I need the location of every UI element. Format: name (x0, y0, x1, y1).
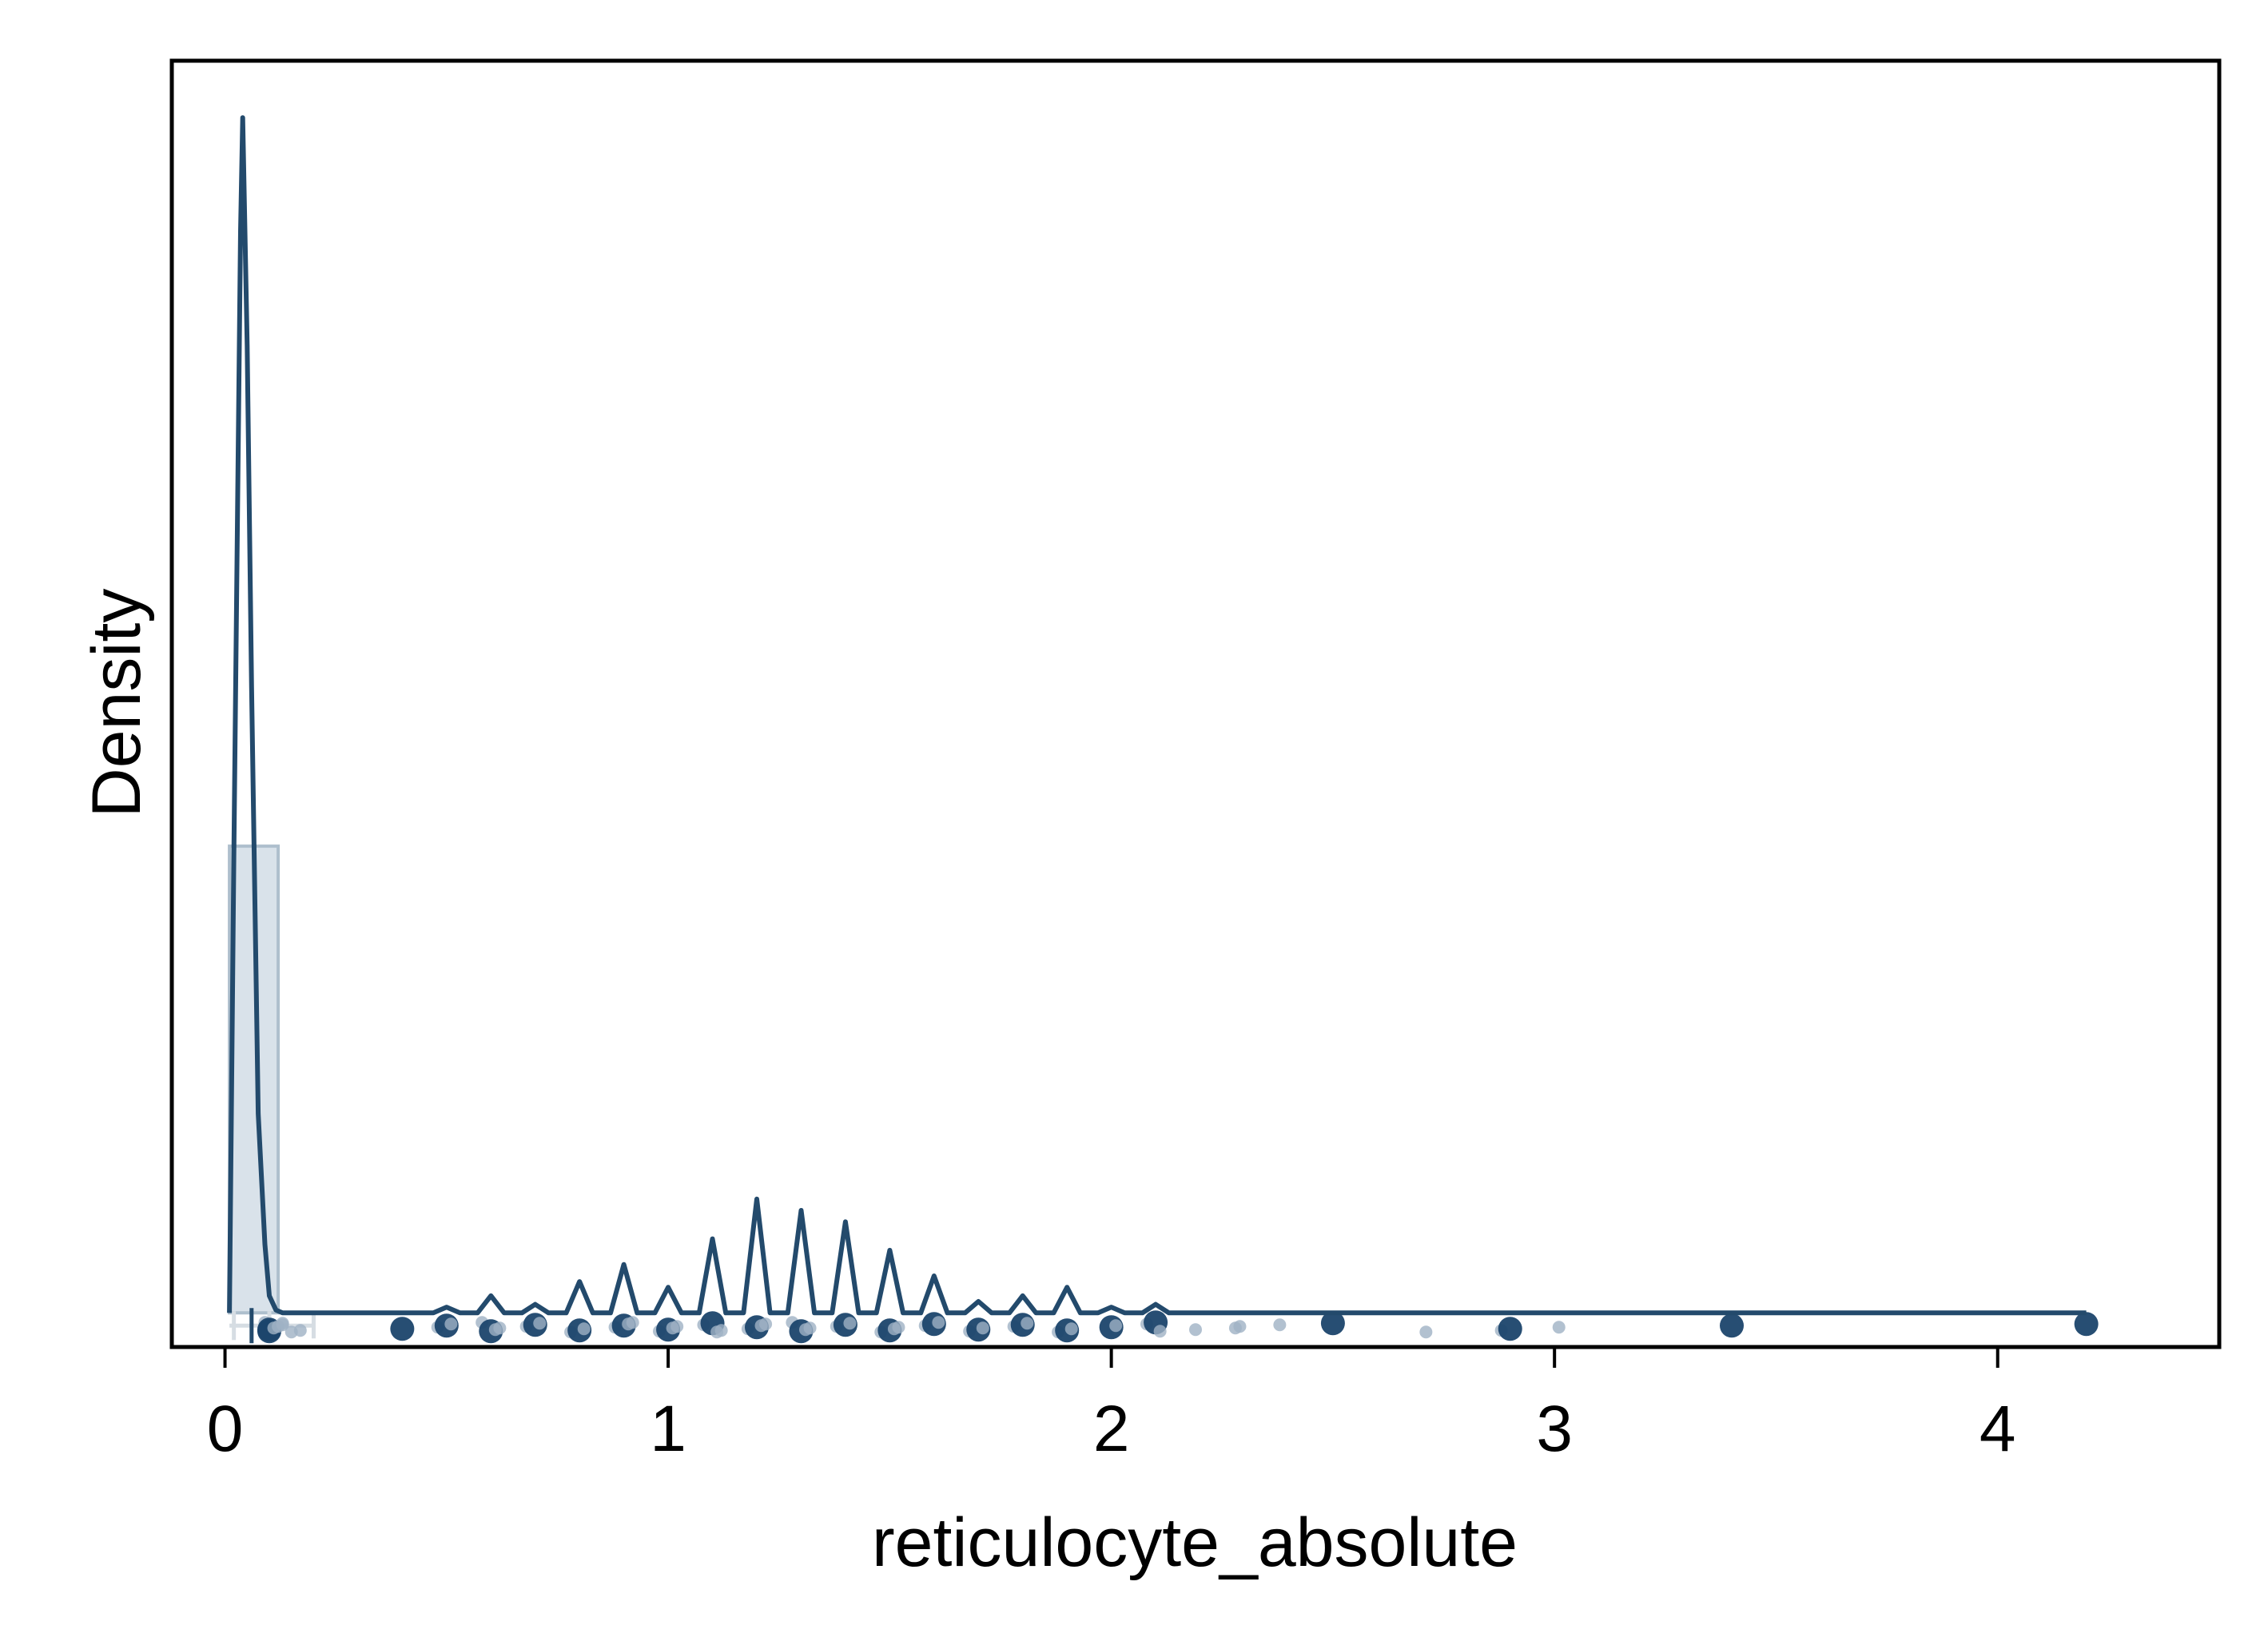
data-point (533, 1317, 547, 1330)
density-curve-line (227, 115, 2087, 1316)
data-point (1720, 1313, 1744, 1338)
data-point (577, 1322, 591, 1336)
data-point (444, 1317, 458, 1331)
x-tick-label: 0 (207, 1393, 244, 1465)
data-point (626, 1316, 639, 1329)
x-tick-label: 1 (650, 1393, 686, 1465)
data-point (1552, 1321, 1566, 1334)
data-point (1498, 1317, 1522, 1341)
x-tick-label: 4 (1980, 1393, 2016, 1465)
data-point (714, 1324, 728, 1337)
x-tick-label: 2 (1093, 1393, 1130, 1465)
x-tick-label: 3 (1536, 1393, 1573, 1465)
data-point (1189, 1323, 1202, 1337)
data-point (670, 1320, 684, 1333)
data-point (390, 1317, 415, 1341)
data-point (1273, 1318, 1287, 1332)
data-point (892, 1321, 905, 1334)
data-point (1109, 1319, 1123, 1333)
data-point (2074, 1312, 2099, 1337)
data-point (803, 1321, 817, 1335)
data-point (1320, 1311, 1345, 1336)
data-points-layer (257, 1310, 2099, 1344)
data-point (1064, 1322, 1078, 1336)
data-point (493, 1321, 507, 1335)
data-point (976, 1321, 989, 1335)
data-point (1233, 1320, 1247, 1333)
data-point (1419, 1325, 1433, 1339)
data-point (293, 1324, 307, 1337)
plot-frame (169, 58, 2222, 1349)
data-point (1153, 1325, 1167, 1338)
y-axis-title: Density (78, 589, 155, 818)
data-point (1021, 1317, 1034, 1330)
data-point (759, 1317, 773, 1331)
x-axis-title: reticulocyte_absolute (872, 1504, 1518, 1581)
x-axis-ticks: 0 1 2 3 4 (207, 1347, 2016, 1465)
data-point (932, 1316, 945, 1329)
data-point (276, 1317, 289, 1330)
data-point (843, 1317, 857, 1330)
